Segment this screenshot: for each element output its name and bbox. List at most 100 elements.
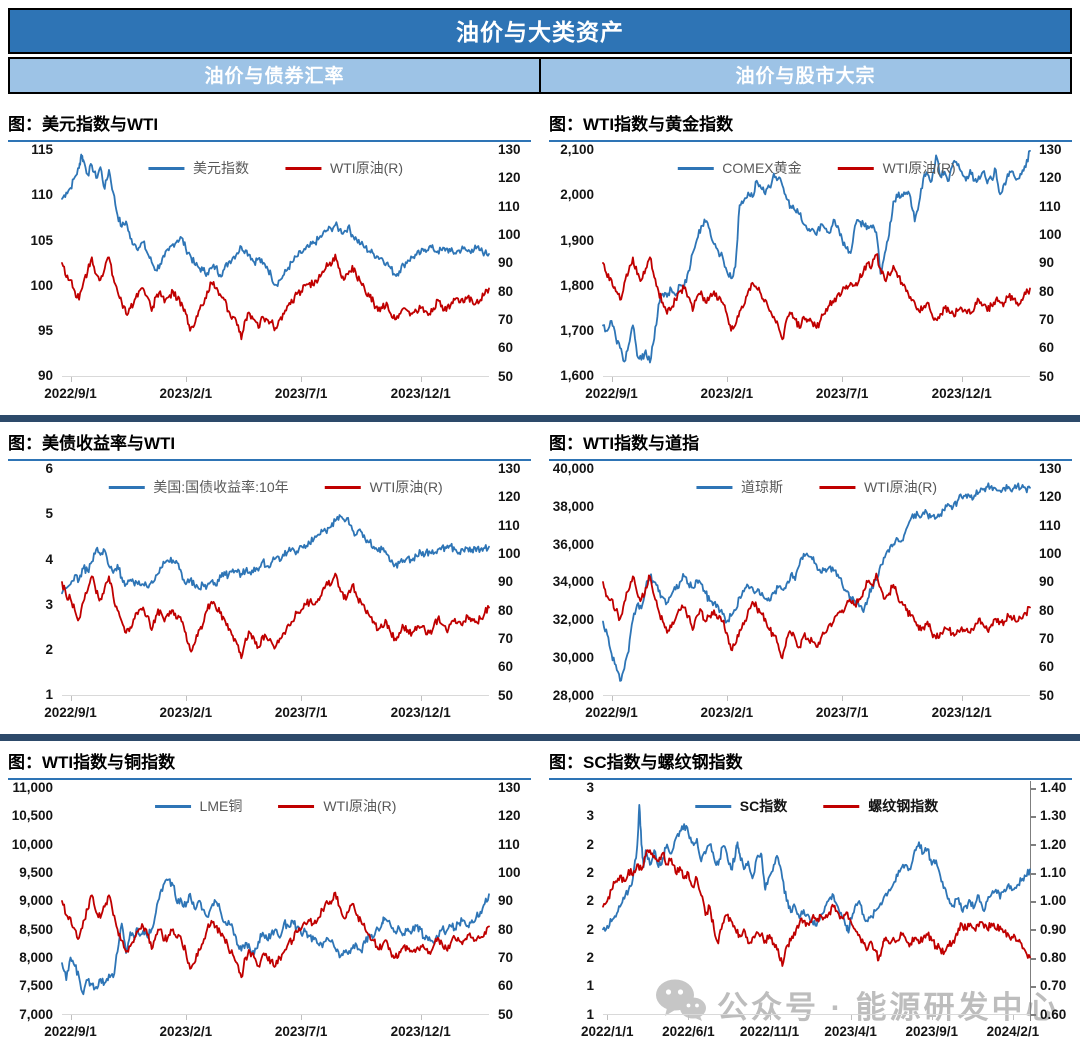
axis-tick-label: 70 [498, 630, 514, 646]
x-axis-tick-mark [842, 377, 844, 382]
axis-tick-label: 30,000 [552, 649, 594, 665]
legend-label: WTI原油(R) [369, 479, 443, 495]
axis-tick-label: 110 [498, 836, 520, 852]
axis-tick-label: 1.40 [1030, 780, 1067, 795]
legend-item: 美元指数 [147, 158, 249, 178]
axis-tick-label: 60 [498, 340, 514, 356]
legend-label: WTI原油(R) [323, 798, 397, 814]
axis-tick-label: 11,000 [12, 780, 53, 795]
x-axis-tick-mark [961, 696, 963, 701]
left-axis: 40,000 38,000 36,000 34,000 32,000 30,000 28,0… [549, 462, 603, 702]
legend-line-swatch [837, 166, 874, 170]
legend-line-swatch [147, 166, 184, 170]
axis-tick-label: 1.30 [1030, 808, 1067, 824]
axis-tick-label: 10,000 [11, 836, 53, 852]
x-axis-tick-mark [726, 377, 728, 382]
axis-tick-label: 70 [1039, 311, 1055, 327]
axis-tick-label: 1.20 [1030, 836, 1067, 852]
x-axis-tick-mark [611, 377, 613, 382]
axis-tick-label: 7,000 [19, 1006, 53, 1022]
axis-tick-label: 70 [1039, 630, 1055, 646]
right-axis: 1.40 1.30 1.20 1.10 1.00 0.90 0.80 0.70 0.60 [1030, 781, 1072, 1021]
axis-tick-label: 110 [1039, 198, 1061, 214]
axis-tick-label: 0.80 [1030, 949, 1067, 965]
axis-tick-label: 50 [1039, 687, 1055, 703]
x-axis-tick-mark [726, 696, 728, 701]
axis-tick-label: 120 [1039, 489, 1062, 505]
x-axis-tick-label: 2023/12/1 [931, 705, 992, 720]
axis-tick-label: 10,500 [11, 808, 53, 824]
legend-item: LME铜 [154, 796, 242, 816]
axis-tick-label: 9,500 [19, 864, 53, 880]
legend-line-swatch [694, 804, 731, 808]
axis-tick-label: 1 [586, 1006, 594, 1022]
axis-tick-label: 1,900 [560, 232, 594, 248]
axis-tick-label: 7,500 [19, 978, 53, 994]
axis-tick-label: 28,000 [552, 687, 594, 703]
axis-tick-label: 38,000 [552, 498, 594, 514]
x-axis-tick-label: 2023/7/1 [274, 1024, 328, 1039]
legend-item: WTI原油(R) [818, 477, 938, 497]
axis-tick-label: 90 [498, 574, 514, 590]
axis-tick-label: 8,000 [19, 949, 53, 965]
chart-title: 图：WTI指数与道指 [549, 429, 1072, 461]
x-axis-tick-label: 2022/9/1 [44, 1024, 97, 1039]
axis-tick-label: 2,100 [560, 142, 594, 157]
legend-item: COMEX黄金 [677, 158, 802, 178]
axis-tick-label: 130 [1039, 142, 1062, 157]
axis-tick-label: 1,600 [560, 368, 594, 384]
left-axis: 2,100 2,000 1,900 1,800 1,700 1,600 [549, 143, 603, 383]
legend-line-swatch [278, 804, 315, 808]
plot-area: 道琼斯 WTI原油(R) [603, 469, 1030, 695]
left-axis: 115 110 105 100 95 90 [8, 143, 62, 383]
axis-tick-label: 80 [498, 602, 514, 618]
x-axis-tick-mark [185, 1015, 187, 1020]
x-axis-tick-label: 2022/9/1 [44, 705, 97, 720]
x-axis-tick-mark [420, 1015, 422, 1020]
x-axis-tick-label: 2023/2/1 [159, 705, 213, 720]
x-axis-tick-mark [301, 696, 303, 701]
axis-tick-label: 32,000 [552, 612, 594, 627]
x-axis-tick-label: 2023/4/1 [824, 1024, 877, 1039]
section-header-row: 油价与债券汇率 油价与股市大宗 [8, 57, 1072, 94]
plot-area: SC指数 螺纹钢指数 [603, 788, 1030, 1014]
legend-label: WTI原油(R) [882, 160, 956, 176]
chart-usd-index-vs-wti: 图：美元指数与WTI 115 110 105 100 95 90 美元指数 WTI原油(R)… [8, 104, 531, 412]
axis-tick-label: 100 [1039, 226, 1062, 242]
axis-tick-label: 130 [1039, 461, 1062, 476]
line-chart [603, 788, 1030, 1014]
x-axis-tick-mark [70, 696, 72, 701]
x-axis-tick-mark [688, 1015, 690, 1020]
x-axis-tick-mark [850, 1015, 852, 1020]
x-axis-tick-mark [1012, 1015, 1014, 1020]
legend-line-swatch [823, 804, 860, 808]
x-axis-tick-mark [842, 696, 844, 701]
chart-sc-vs-rebar: 图：SC指数与螺纹钢指数 3 3 2 2 2 2 2 1 1 SC指数 螺纹钢指数 1.40 1.3… [549, 742, 1072, 1050]
axis-tick-label: 0.70 [1030, 978, 1067, 994]
legend: LME铜 WTI原油(R) [154, 796, 397, 816]
x-axis: 2022/9/1 2023/2/1 2023/7/1 2023/12/1 [585, 695, 1030, 731]
axis-tick-label: 110 [498, 517, 520, 533]
x-axis-tick-label: 2022/11/1 [739, 1024, 800, 1039]
x-axis-tick-label: 2023/12/1 [390, 705, 451, 720]
axis-tick-label: 4 [45, 551, 53, 567]
axis-tick-label: 60 [498, 978, 514, 994]
chart-wti-vs-gold: 图：WTI指数与黄金指数 2,100 2,000 1,900 1,800 1,700 1,… [549, 104, 1072, 412]
right-axis: 130 120 110 100 90 80 70 60 50 [489, 781, 531, 1021]
legend-label: WTI原油(R) [863, 479, 938, 495]
legend-item: WTI原油(R) [837, 158, 956, 178]
axis-tick-label: 50 [498, 1006, 514, 1022]
legend-line-swatch [324, 485, 361, 489]
axis-tick-label: 105 [30, 232, 53, 248]
axis-tick-label: 6 [45, 461, 53, 476]
x-axis-tick-mark [931, 1015, 933, 1020]
legend-item: 道琼斯 [695, 477, 783, 497]
charts-row-1: 图：美元指数与WTI 115 110 105 100 95 90 美元指数 WTI原油(R)… [8, 104, 1072, 412]
legend-line-swatch [108, 485, 145, 489]
right-axis: 130 120 110 100 90 80 70 60 50 [1030, 462, 1072, 702]
axis-tick-label: 70 [498, 949, 514, 965]
x-axis-tick-label: 2022/1/1 [580, 1024, 634, 1039]
axis-tick-label: 50 [498, 368, 514, 384]
axis-tick-label: 1,800 [560, 277, 594, 293]
x-axis-tick-mark [769, 1015, 771, 1020]
